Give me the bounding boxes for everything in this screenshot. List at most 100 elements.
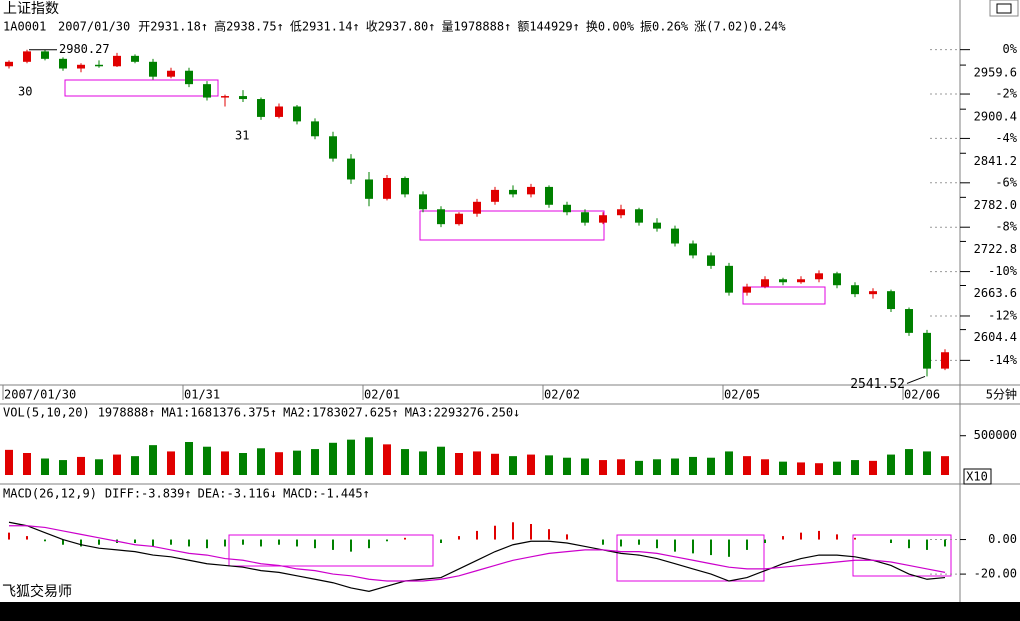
volume-bar: [491, 453, 499, 475]
highlight-box: [419, 210, 605, 241]
volume-bar: [77, 456, 85, 475]
panel-indicator: MA1:1681376.375↑: [162, 406, 278, 420]
macd-bar: [944, 539, 946, 547]
macd-bar: [386, 539, 388, 542]
panel-title: MACD(26,12,9): [3, 487, 97, 501]
volume-bar: [617, 459, 625, 475]
candle-body: [491, 189, 499, 202]
y-tick-label: 2604.4: [974, 330, 1017, 344]
volume-bar: [95, 459, 103, 475]
info-field: 低2931.14↑: [290, 20, 360, 34]
candle-body: [563, 204, 571, 213]
candle-body: [581, 212, 589, 223]
macd-bar: [800, 532, 802, 540]
volume-bar: [761, 459, 769, 475]
volume-bar: [275, 452, 283, 475]
candle-body: [131, 55, 139, 62]
volume-bar: [149, 445, 157, 475]
index-title: 上证指数: [3, 1, 59, 17]
macd-bar: [368, 539, 370, 549]
macd-bar: [134, 539, 136, 543]
candle-body: [923, 332, 931, 369]
macd-bar: [476, 530, 478, 540]
candle-body: [761, 279, 769, 287]
volume-bar: [851, 460, 859, 475]
panel-indicator: DIFF:-3.839↑: [105, 487, 192, 501]
y-tick-label: 2959.6: [974, 66, 1017, 80]
volume-bar: [743, 456, 751, 475]
y-tick-label: 2841.2: [974, 154, 1017, 168]
candle-body: [293, 106, 301, 122]
candle-body: [275, 106, 283, 117]
volume-bar: [257, 448, 265, 475]
highlight-box: [852, 534, 952, 577]
y-tick-label: 2663.6: [974, 286, 1017, 300]
volume-bar: [815, 463, 823, 475]
macd-bar: [206, 539, 208, 549]
candle-body: [221, 96, 229, 98]
volume-bar: [113, 454, 121, 475]
candle-body: [419, 194, 427, 210]
candle-body: [113, 55, 121, 67]
candle-body: [95, 64, 103, 67]
volume-bar: [563, 457, 571, 475]
candle-body: [941, 352, 949, 369]
highlight-box: [742, 286, 826, 305]
candle-body: [203, 84, 211, 98]
macd-bar: [512, 522, 514, 540]
macd-bar: [908, 539, 910, 549]
macd-bar: [710, 539, 712, 556]
candle-body: [905, 309, 913, 333]
volume-bar: [203, 446, 211, 475]
volume-bar: [887, 454, 895, 475]
macd-bar: [566, 534, 568, 540]
candle-body: [239, 96, 247, 100]
y2-tick-label: -2%: [995, 87, 1017, 101]
macd-bar: [854, 537, 856, 540]
date: 2007/01/30: [58, 20, 130, 34]
macd-bar: [548, 529, 550, 540]
macd-bar: [260, 539, 262, 547]
candle-body: [887, 291, 895, 310]
macd-bar: [926, 539, 928, 550]
candle-body: [437, 209, 445, 225]
highlight-box: [228, 534, 434, 567]
candle-body: [599, 215, 607, 223]
y-tick-label: -20.00: [974, 567, 1017, 581]
macd-bar: [8, 532, 10, 540]
volume-bar: [923, 451, 931, 475]
day-annotation: 30: [18, 85, 32, 99]
candle-body: [347, 158, 355, 180]
macd-bar: [494, 525, 496, 540]
window-button-icon: [996, 3, 1012, 14]
macd-bar: [440, 539, 442, 543]
info-field: 高2938.75↑: [214, 19, 284, 34]
candle-body: [509, 189, 517, 195]
highlight-box: [64, 79, 219, 97]
window-button[interactable]: [989, 0, 1019, 17]
macd-bar: [242, 539, 244, 545]
volume-bar: [41, 458, 49, 475]
volume-bar: [185, 442, 193, 475]
period-label: 5分钟: [986, 387, 1017, 402]
candle-body: [365, 179, 373, 199]
volume-bar: [401, 449, 409, 475]
low-label: 2541.52: [850, 377, 905, 392]
macd-bar: [530, 524, 532, 540]
y2-tick-label: -10%: [988, 264, 1018, 278]
volume-bar: [59, 460, 67, 475]
macd-bar: [620, 539, 622, 547]
footer-label: 飞狐交易师: [2, 583, 72, 600]
candle-body: [545, 186, 553, 205]
volume-bar: [509, 456, 517, 475]
y2-tick-label: -4%: [995, 131, 1017, 145]
volume-bar: [779, 461, 787, 475]
macd-bar: [332, 539, 334, 550]
volume-bar: [311, 449, 319, 475]
volume-bar: [527, 454, 535, 475]
macd-bar: [44, 539, 46, 542]
candle-body: [869, 291, 877, 295]
volume-bar: [5, 449, 13, 475]
volume-bar: [653, 459, 661, 475]
macd-bar: [80, 539, 82, 547]
